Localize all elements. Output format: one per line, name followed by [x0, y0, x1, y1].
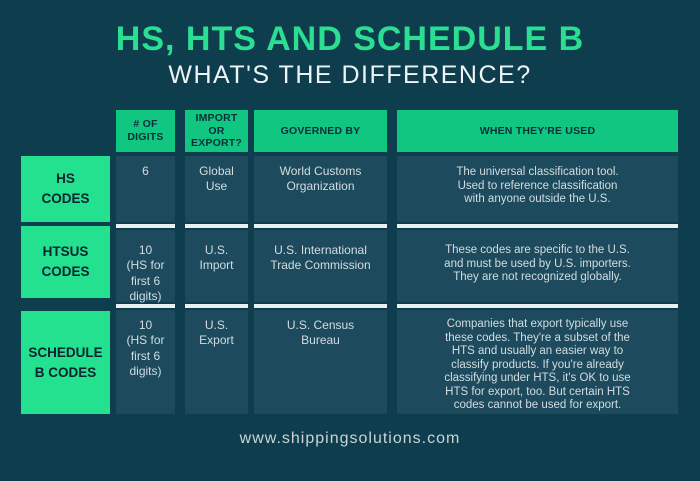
- cell-hs-when-used: The universal classification tool. Used …: [397, 156, 678, 222]
- cell-hs-digits: 6: [116, 156, 175, 222]
- row-separator: [254, 224, 387, 228]
- row-separator: [116, 304, 175, 308]
- row-separator: [116, 224, 175, 228]
- column-number-of-digits: # OF DIGITS 6 10 (HS for first 6 digits)…: [116, 110, 175, 414]
- cell-schedule-b-import-export: U.S. Export: [185, 310, 248, 414]
- row-separator: [185, 224, 248, 228]
- comparison-table: HS CODES HTSUS CODES SCHEDULE B CODES # …: [21, 110, 678, 414]
- column-header-digits: # OF DIGITS: [116, 110, 175, 152]
- cell-hs-governed-by: World Customs Organization: [254, 156, 387, 222]
- row-separator: [397, 224, 678, 228]
- cell-schedule-b-governed-by: U.S. Census Bureau: [254, 310, 387, 414]
- cell-htsus-governed-by: U.S. International Trade Commission: [254, 230, 387, 302]
- cell-schedule-b-when-used: Companies that export typically use thes…: [397, 310, 678, 414]
- column-header-when-used: WHEN THEY'RE USED: [397, 110, 678, 152]
- page-title: HS, HTS AND SCHEDULE B: [115, 20, 585, 58]
- cell-hs-import-export: Global Use: [185, 156, 248, 222]
- column-import-or-export: IMPORT OR EXPORT? Global Use U.S. Import…: [185, 110, 248, 414]
- cell-htsus-when-used: These codes are specific to the U.S. and…: [397, 230, 678, 302]
- column-header-import-or-export: IMPORT OR EXPORT?: [185, 110, 248, 152]
- row-label-schedule-b-codes: SCHEDULE B CODES: [21, 311, 110, 414]
- row-labels-column: HS CODES HTSUS CODES SCHEDULE B CODES: [21, 110, 110, 414]
- website-url: www.shippingsolutions.com: [239, 430, 461, 447]
- column-when-used: WHEN THEY'RE USED The universal classifi…: [397, 110, 678, 414]
- page-subtitle: WHAT'S THE DIFFERENCE?: [168, 61, 532, 89]
- row-separator: [254, 304, 387, 308]
- row-separator: [397, 304, 678, 308]
- row-label-htsus-codes: HTSUS CODES: [21, 226, 110, 298]
- header-spacer: [21, 110, 110, 156]
- cell-htsus-import-export: U.S. Import: [185, 230, 248, 302]
- cell-htsus-digits: 10 (HS for first 6 digits): [116, 230, 175, 303]
- cell-schedule-b-digits: 10 (HS for first 6 digits): [116, 310, 175, 414]
- column-governed-by: GOVERNED BY World Customs Organization U…: [254, 110, 387, 414]
- row-label-hs-codes: HS CODES: [21, 156, 110, 222]
- column-header-governed-by: GOVERNED BY: [254, 110, 387, 152]
- row-separator: [185, 304, 248, 308]
